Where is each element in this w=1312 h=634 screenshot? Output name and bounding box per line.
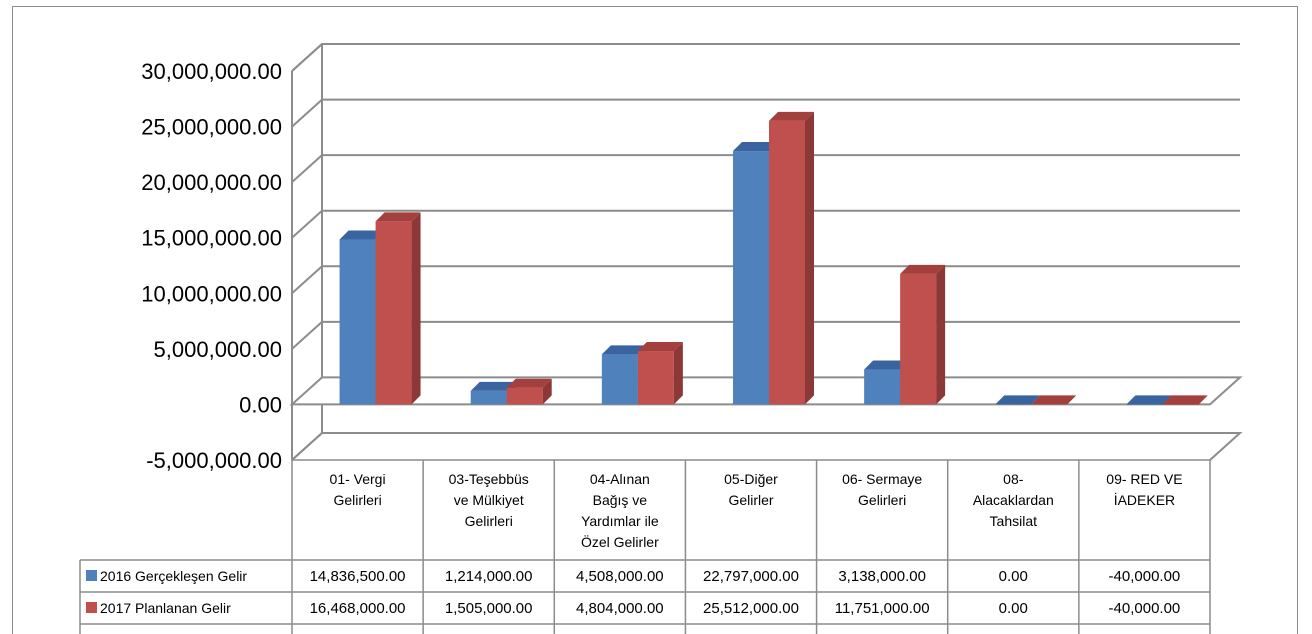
category-label: Gelirleri <box>858 492 906 508</box>
table-value: 1,214,000.00 <box>445 568 533 585</box>
y-tick-label: 0.00 <box>239 392 282 417</box>
data-table: 01- Vergi Gelirleri 03-Teşebbüs ve Mülkiyet… <box>79 459 1211 634</box>
bar-2017-5 <box>1031 395 1077 405</box>
bar-2017-3 <box>769 111 814 405</box>
bar-side <box>673 342 683 405</box>
bar-2017-4 <box>900 264 946 405</box>
table-value: 0.00 <box>999 568 1028 585</box>
bar-top <box>1031 395 1077 405</box>
category-label: 04-Alınan <box>590 471 650 487</box>
y-tick-label: 5,000,000.00 <box>154 337 282 362</box>
bar-top <box>506 378 552 388</box>
category-label: 05-Diğer <box>724 471 778 487</box>
bar-top <box>995 395 1041 405</box>
gridline <box>291 98 1240 128</box>
table-value: 4,508,000.00 <box>576 568 664 585</box>
bottom-floor <box>291 432 1243 461</box>
category-label: 09- RED VE <box>1106 471 1182 487</box>
bar-2017-0 <box>375 212 421 405</box>
y-tick-label: 20,000,000.00 <box>141 170 282 195</box>
category-label: Gelirleri <box>465 513 513 529</box>
legend-label: 2017 Planlanan Gelir <box>100 600 231 616</box>
table-value: -40,000.00 <box>1109 600 1181 617</box>
category-label: 03-Teşebbüs <box>449 471 529 487</box>
y-tick-label: 30,000,000.00 <box>141 59 282 84</box>
category-label: Gelirler <box>728 492 773 508</box>
bar-side <box>542 378 552 405</box>
category-label: Alacaklardan <box>973 492 1054 508</box>
bar-front <box>339 239 376 405</box>
bar-front <box>733 151 769 405</box>
table-value: 25,512,000.00 <box>703 600 799 617</box>
table-value: 11,751,000.00 <box>835 600 930 617</box>
table-value: -40,000.00 <box>1109 568 1181 585</box>
category-label: Bağış ve <box>593 492 648 508</box>
y-tick-label: 10,000,000.00 <box>141 281 282 306</box>
table-value: 16,468,000.00 <box>310 600 406 617</box>
bar-front <box>769 120 805 405</box>
bar-2017-1 <box>506 378 552 405</box>
table-value: 22,797,000.00 <box>703 568 799 585</box>
category-label: Gelirleri <box>333 492 381 508</box>
category-label: Tahsilat <box>990 513 1038 529</box>
table-value: 3,138,000.00 <box>838 568 926 585</box>
y-axis: 30,000,000.00 25,000,000.00 20,000,000.00 1… <box>141 59 282 473</box>
bar-side <box>1198 395 1208 405</box>
bars <box>339 111 1208 405</box>
legend-label: 2016 Gerçekleşen Gelir <box>100 568 247 584</box>
table-value: 1,505,000.00 <box>445 600 533 617</box>
bar-side <box>805 111 814 405</box>
category-label: 06- Sermaye <box>842 471 922 487</box>
bar-front <box>900 273 937 405</box>
gridline <box>291 432 1240 461</box>
bar-front <box>601 354 638 405</box>
bar-top <box>1162 395 1208 405</box>
category-label: ve Mülkiyet <box>454 492 524 508</box>
table-value: 14,836,500.00 <box>310 568 406 585</box>
category-label: 01- Vergi <box>330 471 386 487</box>
bar-top <box>339 230 385 240</box>
bar-2017-2 <box>637 342 683 405</box>
bar-top <box>375 212 421 222</box>
legend-swatch <box>86 602 97 613</box>
bar-top <box>733 142 778 152</box>
y-tick-label: -5,000,000.00 <box>146 448 282 473</box>
table-value: 4,804,000.00 <box>576 600 664 617</box>
gridline <box>291 43 1240 72</box>
gridline <box>291 209 1240 239</box>
bar-front <box>375 221 412 405</box>
bar-top <box>769 111 814 121</box>
bar-front <box>470 390 507 405</box>
category-label: 08- <box>1003 471 1024 487</box>
table-value: 0.00 <box>999 600 1028 617</box>
bar-side <box>411 212 421 405</box>
y-tick-label: 15,000,000.00 <box>141 226 282 251</box>
bar-front <box>637 351 674 405</box>
y-tick-label: 25,000,000.00 <box>141 115 282 140</box>
bar-top <box>864 360 910 370</box>
category-label: Yardımlar ile <box>581 513 659 529</box>
bar-side <box>936 264 946 405</box>
bar-top <box>470 381 516 391</box>
bar-2017-6 <box>1162 395 1208 405</box>
bar-front <box>864 369 901 405</box>
gridline <box>291 154 1240 183</box>
bar-top <box>1126 395 1172 405</box>
bar-front <box>506 387 543 405</box>
bar-2016-5 <box>995 395 1041 405</box>
category-label: Özel Gelirler <box>581 533 659 550</box>
legend-swatch <box>86 570 97 581</box>
bar-top <box>601 345 647 355</box>
bar-top <box>637 342 683 352</box>
bar-top <box>900 264 946 274</box>
chart-frame <box>12 6 1298 634</box>
category-label: İADEKER <box>1114 491 1175 508</box>
